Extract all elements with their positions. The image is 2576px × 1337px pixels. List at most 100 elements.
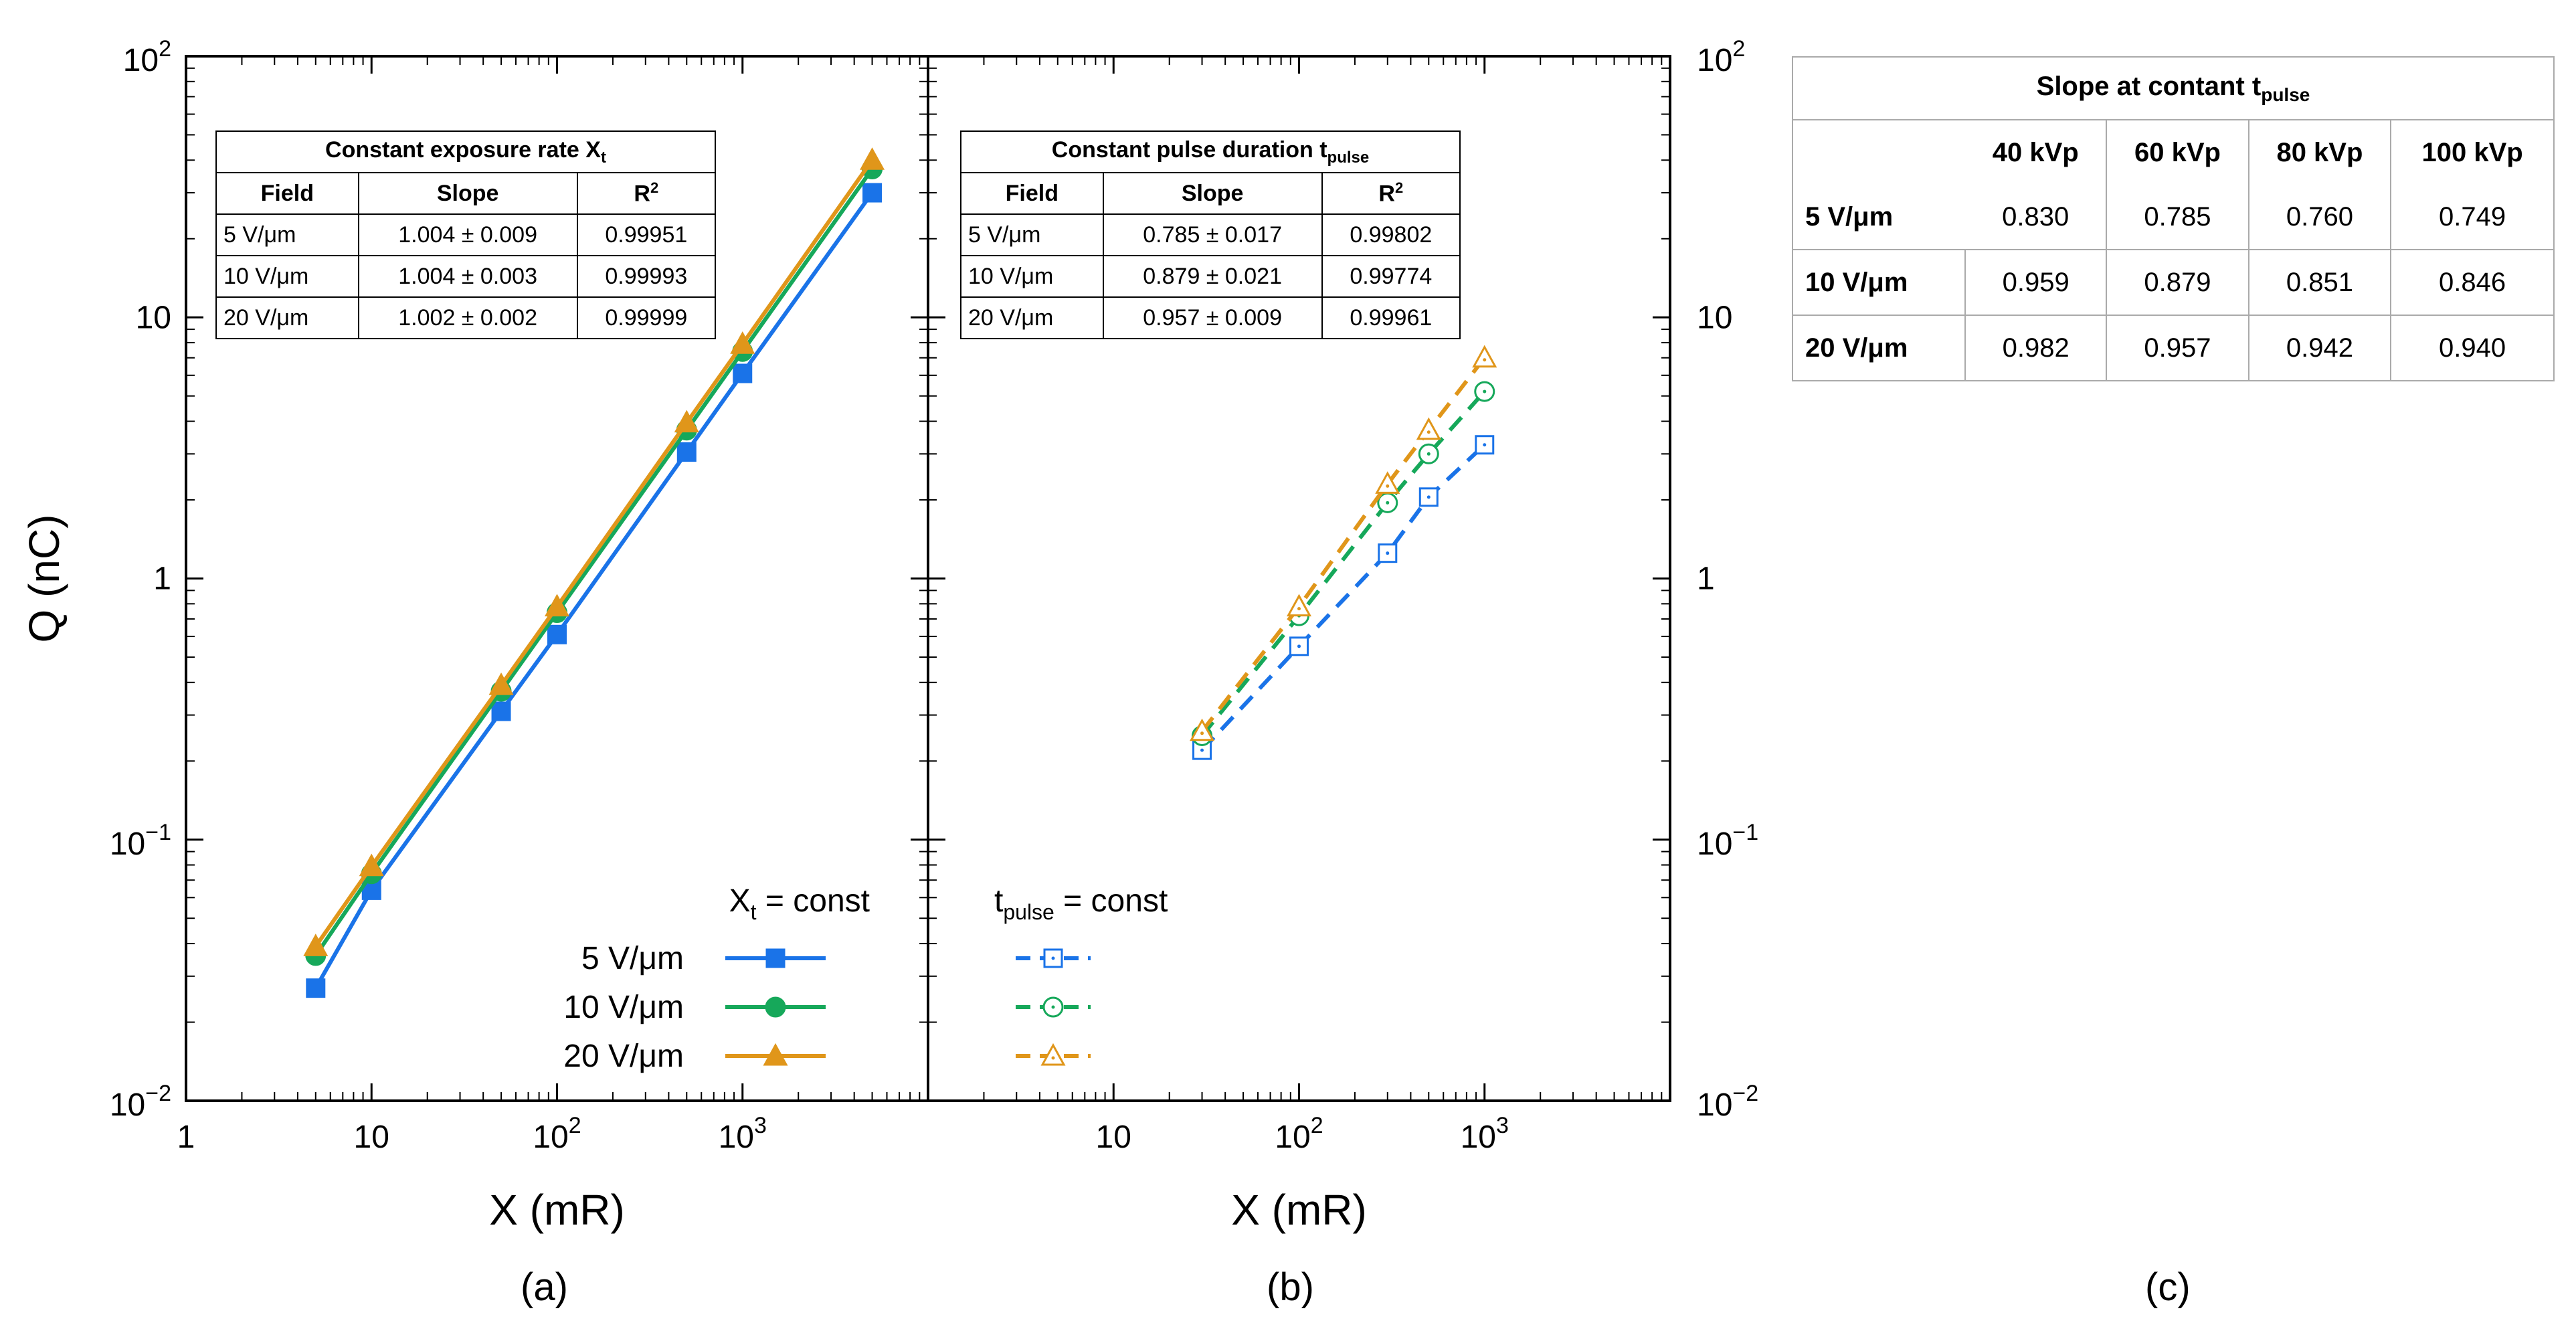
column-header-40kvp: 40 kVp [1992, 137, 2079, 167]
table-title: Constant pulse duration tpulse [960, 130, 1461, 173]
value-cell: 0.940 [2390, 315, 2554, 381]
data-point-dot [1200, 748, 1204, 752]
data-point [359, 853, 384, 877]
value-cell: 0.879 [2106, 249, 2249, 315]
field-cell: 20 V/μm [960, 296, 1104, 339]
y-tick-label: 10−2 [1697, 1081, 1758, 1123]
slope-cell: 1.004 ± 0.003 [357, 255, 578, 298]
data-point-dot [1427, 452, 1431, 456]
table-row: 10 V/μm 0.879 ± 0.021 0.99774 [960, 255, 1461, 298]
column-header-field: Field [215, 172, 359, 215]
slope-cell: 0.879 ± 0.021 [1102, 255, 1323, 298]
data-point-dot [1386, 551, 1390, 555]
r2-cell: 0.99999 [576, 296, 717, 339]
slope-table-constant-pulse: Constant pulse duration tpulse Field Slo… [960, 130, 1461, 339]
x-tick-label: 10 [354, 1120, 389, 1155]
panel-label-b: (b) [1267, 1265, 1314, 1309]
x-tick-label: 102 [1275, 1113, 1323, 1155]
value-cell: 0.749 [2390, 185, 2554, 250]
value-cell: 0.982 [1964, 315, 2107, 381]
r2-cell: 0.99951 [576, 213, 717, 256]
data-point-dot [1200, 731, 1204, 735]
legend-marker [1040, 1043, 1066, 1066]
legend-title: tpulse = const [994, 883, 1168, 924]
column-header-80kvp: 80 kVp [2247, 120, 2391, 185]
value-cell: 0.760 [2247, 185, 2391, 250]
y-tick-label: 10 [1697, 300, 1732, 335]
y-tick-label: 1 [153, 561, 171, 597]
row-label: 5 V/μm [1805, 201, 1894, 232]
data-point [1189, 718, 1215, 741]
data-point [730, 331, 755, 354]
x-tick-label: 102 [533, 1113, 581, 1155]
panel-label-c: (c) [2145, 1265, 2191, 1309]
x-tick-label: 103 [1461, 1113, 1509, 1155]
data-point-dot [1427, 430, 1431, 434]
value-cell: 0.957 [2106, 315, 2249, 381]
legend-label: 20 V/μm [563, 1039, 684, 1074]
series-line-dashed-3 [1200, 356, 1487, 733]
value-cell: 0.942 [2247, 315, 2391, 381]
field-cell: 5 V/μm [960, 213, 1104, 256]
slope-cell: 1.004 ± 0.009 [357, 213, 578, 256]
x-tick-label: 103 [719, 1113, 767, 1155]
data-point-dot [1386, 484, 1390, 488]
table-row: 5 V/μm 0.785 ± 0.017 0.99802 [960, 213, 1461, 256]
legend-marker [763, 1043, 788, 1066]
row-label: 10 V/μm [1792, 249, 1966, 315]
column-header-100kvp: 100 kVp [2390, 120, 2554, 185]
legend-title: Xt = const [729, 883, 870, 924]
y-tick-label: 1 [1697, 561, 1715, 597]
table-row: 10 V/μm 1.004 ± 0.003 0.99993 [215, 255, 717, 298]
table-title: Slope at contant tpulse [1792, 57, 2554, 120]
table-row: 5 V/μm 1.004 ± 0.009 0.99951 [215, 213, 717, 256]
y-tick-label: 10−2 [110, 1081, 171, 1123]
legend-marker [765, 996, 786, 1018]
data-point [491, 701, 511, 721]
column-header-blank [1792, 120, 1965, 185]
legend-label: 10 V/μm [563, 990, 684, 1025]
table-row: 20 V/μm 1.002 ± 0.002 0.99999 [215, 296, 717, 339]
data-point-dot [1297, 644, 1301, 648]
data-point [1472, 345, 1497, 368]
slope-table-constant-exposure: Constant exposure rate Xt Field Slope R2… [215, 130, 717, 339]
value-cell: 0.959 [1964, 249, 2107, 315]
y-tick-label: 10−1 [1697, 820, 1758, 862]
data-point-dot [1483, 443, 1487, 447]
slope-cell: 1.002 ± 0.002 [357, 296, 578, 339]
data-point [488, 672, 514, 695]
data-point [1416, 417, 1441, 440]
data-point [1375, 471, 1400, 494]
column-header-slope: Slope [1102, 172, 1323, 215]
slope-table-constant-tpulse: Slope at contant tpulse 40 kVp 60 kVp 80… [1792, 56, 2555, 381]
field-cell: 5 V/μm [215, 213, 359, 256]
data-point-dot [1386, 501, 1390, 505]
value-cell: 0.830 [2002, 201, 2069, 232]
column-header-r2: R2 [576, 172, 717, 215]
field-cell: 10 V/μm [960, 255, 1104, 298]
column-header-r2: R2 [1321, 172, 1461, 215]
y-tick-label: 102 [1697, 36, 1745, 78]
table-title: Constant exposure rate Xt [215, 130, 716, 173]
row-label: 20 V/μm [1792, 315, 1966, 381]
series-line-dashed-2 [1200, 390, 1486, 737]
value-cell: 0.785 [2106, 185, 2249, 250]
data-point-dot [1297, 607, 1301, 611]
table-row: 10 V/μm 0.959 0.879 0.851 0.846 [1792, 249, 2554, 315]
data-point-dot [1427, 495, 1431, 499]
value-cell: 0.851 [2247, 249, 2391, 315]
table-row: 20 V/μm 0.957 ± 0.009 0.99961 [960, 296, 1461, 339]
data-point-dot [1483, 389, 1487, 393]
series-line-dashed-1 [1200, 443, 1486, 752]
r2-cell: 0.99993 [576, 255, 717, 298]
column-header-field: Field [960, 172, 1104, 215]
value-cell: 0.846 [2390, 249, 2554, 315]
data-point [862, 183, 883, 203]
data-point [733, 363, 753, 383]
y-tick-label: 10 [136, 300, 171, 335]
data-point [674, 410, 699, 433]
data-point [544, 594, 570, 617]
y-axis-label: Q (nC) [20, 515, 68, 643]
table-row: 5 V/μm 0.830 0.785 0.760 0.749 [1792, 185, 2554, 250]
